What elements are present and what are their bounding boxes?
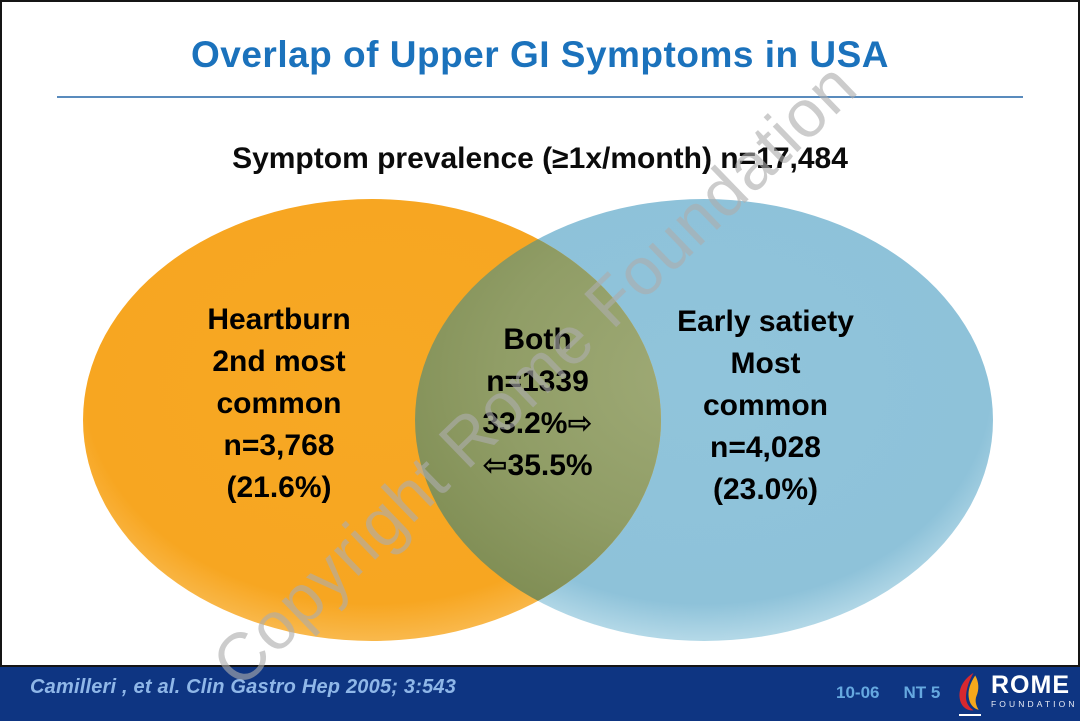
citation: Camilleri , et al. Clin Gastro Hep 2005;… [30, 676, 457, 698]
slide-code: 10-06 [836, 683, 880, 702]
early-satiety-label-line: Most [730, 347, 801, 380]
logo-flame-column [956, 669, 984, 716]
heartburn-label-line: common [216, 387, 342, 420]
heartburn-label-line: 2nd most [212, 345, 346, 378]
early-satiety-label-line: n=4,028 [710, 431, 821, 464]
heartburn-label-line: (21.6%) [226, 471, 332, 504]
early-satiety-label: Early satiety Most common n=4,028 (23.0%… [634, 301, 897, 511]
page-title: Overlap of Upper GI Symptoms in USA [190, 34, 889, 75]
logo-foundation-text: FOUNDATION [991, 699, 1078, 709]
logo-underline [959, 714, 981, 716]
heartburn-label-line: n=3,768 [223, 429, 335, 462]
slide-codes: 10-06 NT 5 [836, 683, 940, 703]
overlap-region [415, 199, 661, 641]
flame-icon [959, 672, 979, 711]
both-label-line: ⇦35.5% [482, 449, 593, 482]
both-label-line: Both [503, 323, 572, 356]
both-label-line: n=1339 [486, 365, 589, 398]
rome-foundation-logo: ROME FOUNDATION [956, 669, 1078, 716]
slide-number: NT 5 [903, 683, 941, 702]
early-satiety-label-line: (23.0%) [712, 473, 819, 506]
early-satiety-label-line: common [702, 389, 828, 422]
subtitle: Symptom prevalence (≥1x/month) n=17,484 [232, 142, 848, 175]
logo-text: ROME FOUNDATION [991, 669, 1078, 709]
footer-bar: Camilleri , et al. Clin Gastro Hep 2005;… [0, 665, 1080, 721]
both-label-line: 33.2%⇨ [482, 407, 593, 440]
title-divider [57, 96, 1023, 98]
early-satiety-label-line: Early satiety [677, 305, 854, 338]
heartburn-label: Heartburn 2nd most common n=3,768 (21.6%… [148, 299, 410, 509]
both-label: Both n=1339 33.2%⇨ ⇦35.5% [427, 319, 648, 487]
logo-rome-text: ROME [991, 671, 1070, 699]
heartburn-label-line: Heartburn [207, 303, 351, 336]
